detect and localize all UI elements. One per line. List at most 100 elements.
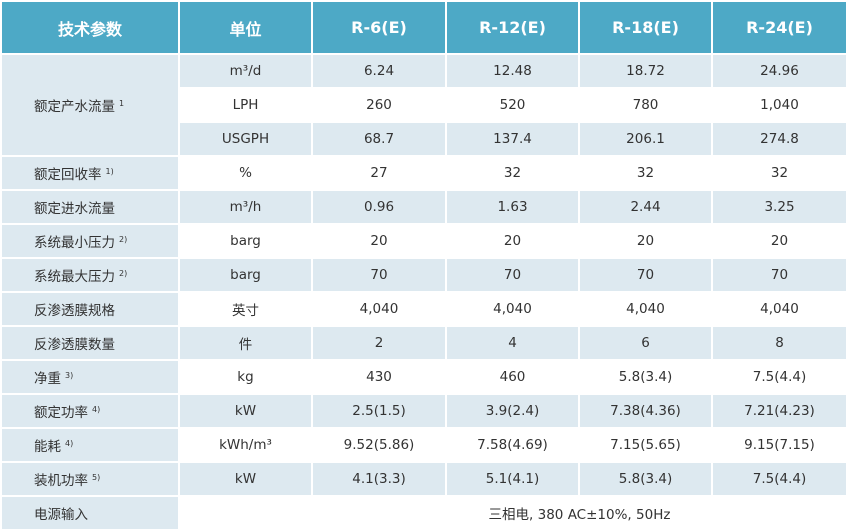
value-cell: 780 bbox=[580, 89, 711, 121]
value-cell: 24.96 bbox=[713, 55, 846, 87]
value-cell: 9.52(5.86) bbox=[313, 429, 445, 461]
header-cell: 单位 bbox=[180, 2, 311, 53]
param-label: 电源输入 bbox=[34, 507, 88, 523]
param-cell: 额定进水流量 bbox=[2, 191, 178, 223]
param-cell: 系统最小压力 2) bbox=[2, 225, 178, 257]
unit-cell: kWh/m³ bbox=[180, 429, 311, 461]
value-cell: 1.63 bbox=[447, 191, 578, 223]
value-cell: 70 bbox=[580, 259, 711, 291]
unit-cell: m³/h bbox=[180, 191, 311, 223]
table-row: 反渗透膜规格 英寸 4,040 4,040 4,040 4,040 bbox=[2, 293, 846, 325]
param-cell: 能耗 4) bbox=[2, 429, 178, 461]
footnote-mark: 1) bbox=[105, 167, 114, 176]
unit-cell: m³/d bbox=[180, 55, 311, 87]
param-label: 额定回收率 bbox=[34, 167, 102, 183]
table-row: 电源输入 三相电, 380 AC±10%, 50Hz bbox=[2, 497, 846, 529]
value-cell: 20 bbox=[313, 225, 445, 257]
value-cell: 12.48 bbox=[447, 55, 578, 87]
value-cell: 260 bbox=[313, 89, 445, 121]
param-cell: 反渗透膜规格 bbox=[2, 293, 178, 325]
value-cell: 70 bbox=[447, 259, 578, 291]
value-cell: 32 bbox=[447, 157, 578, 189]
param-cell: 额定回收率 1) bbox=[2, 157, 178, 189]
value-cell: 27 bbox=[313, 157, 445, 189]
table-row: 额定功率 4) kW 2.5(1.5) 3.9(2.4) 7.38(4.36) 7.21(4… bbox=[2, 395, 846, 427]
unit-cell: kW bbox=[180, 463, 311, 495]
param-label: 额定功率 bbox=[34, 405, 88, 421]
footnote-mark: 1 bbox=[119, 99, 125, 108]
param-cell: 额定产水流量 1 bbox=[2, 55, 178, 155]
param-cell: 净重 3) bbox=[2, 361, 178, 393]
unit-cell bbox=[180, 497, 311, 529]
footnote-mark: 4) bbox=[92, 405, 101, 414]
value-cell: 2.5(1.5) bbox=[313, 395, 445, 427]
value-cell: 8 bbox=[713, 327, 846, 359]
value-cell: 7.21(4.23) bbox=[713, 395, 846, 427]
param-label: 额定进水流量 bbox=[34, 201, 115, 217]
header-cell: 技术参数 bbox=[2, 2, 178, 53]
value-cell: 274.8 bbox=[713, 123, 846, 155]
value-cell: 1,040 bbox=[713, 89, 846, 121]
value-cell: 6.24 bbox=[313, 55, 445, 87]
unit-cell: % bbox=[180, 157, 311, 189]
unit-cell: 英寸 bbox=[180, 293, 311, 325]
value-cell: 430 bbox=[313, 361, 445, 393]
footnote-mark: 5) bbox=[92, 473, 101, 482]
param-cell: 装机功率 5) bbox=[2, 463, 178, 495]
value-cell: 20 bbox=[447, 225, 578, 257]
unit-cell: 件 bbox=[180, 327, 311, 359]
value-cell: 3.25 bbox=[713, 191, 846, 223]
header-cell: R-6(E) bbox=[313, 2, 445, 53]
value-cell: 68.7 bbox=[313, 123, 445, 155]
value-cell: 32 bbox=[713, 157, 846, 189]
value-cell: 206.1 bbox=[580, 123, 711, 155]
value-cell: 137.4 bbox=[447, 123, 578, 155]
table-row: 额定进水流量 m³/h 0.96 1.63 2.44 3.25 bbox=[2, 191, 846, 223]
table-row: USGPH 68.7 137.4 206.1 274.8 bbox=[2, 123, 846, 155]
unit-cell: barg bbox=[180, 225, 311, 257]
value-cell: 5.8(3.4) bbox=[580, 361, 711, 393]
table-row: 装机功率 5) kW 4.1(3.3) 5.1(4.1) 5.8(3.4) 7.5(4.4) bbox=[2, 463, 846, 495]
footnote-mark: 3) bbox=[65, 371, 74, 380]
header-row: 技术参数 单位 R-6(E) R-12(E) R-18(E) R-24(E) bbox=[2, 2, 846, 53]
value-cell: 32 bbox=[580, 157, 711, 189]
param-label: 额定产水流量 bbox=[34, 99, 115, 115]
param-label: 能耗 bbox=[34, 439, 61, 455]
value-cell: 70 bbox=[313, 259, 445, 291]
value-cell: 4,040 bbox=[713, 293, 846, 325]
value-cell: 4,040 bbox=[580, 293, 711, 325]
table-row: 系统最小压力 2) barg 20 20 20 20 bbox=[2, 225, 846, 257]
value-cell: 三相电, 380 AC±10%, 50Hz bbox=[313, 497, 846, 529]
table-row: 额定回收率 1)% 27 32 32 32 bbox=[2, 157, 846, 189]
value-cell: 6 bbox=[580, 327, 711, 359]
unit-cell: barg bbox=[180, 259, 311, 291]
param-label: 系统最大压力 bbox=[34, 269, 115, 285]
value-cell: 7.5(4.4) bbox=[713, 463, 846, 495]
value-cell: 7.38(4.36) bbox=[580, 395, 711, 427]
value-cell: 4,040 bbox=[313, 293, 445, 325]
value-cell: 20 bbox=[713, 225, 846, 257]
value-cell: 4.1(3.3) bbox=[313, 463, 445, 495]
footnote-mark: 4) bbox=[65, 439, 74, 448]
param-label: 装机功率 bbox=[34, 473, 88, 489]
value-cell: 0.96 bbox=[313, 191, 445, 223]
value-cell: 460 bbox=[447, 361, 578, 393]
param-label: 净重 bbox=[34, 371, 61, 387]
value-cell: 4,040 bbox=[447, 293, 578, 325]
param-label: 反渗透膜数量 bbox=[34, 337, 115, 353]
value-cell: 2 bbox=[313, 327, 445, 359]
param-cell: 电源输入 bbox=[2, 497, 178, 529]
table-row: 反渗透膜数量 件 2 4 6 8 bbox=[2, 327, 846, 359]
param-label: 反渗透膜规格 bbox=[34, 303, 115, 319]
value-cell: 7.58(4.69) bbox=[447, 429, 578, 461]
value-cell: 18.72 bbox=[580, 55, 711, 87]
param-cell: 反渗透膜数量 bbox=[2, 327, 178, 359]
value-cell: 4 bbox=[447, 327, 578, 359]
value-cell: 2.44 bbox=[580, 191, 711, 223]
value-cell: 9.15(7.15) bbox=[713, 429, 846, 461]
unit-cell: USGPH bbox=[180, 123, 311, 155]
header-cell: R-24(E) bbox=[713, 2, 846, 53]
value-cell: 7.5(4.4) bbox=[713, 361, 846, 393]
header-cell: R-18(E) bbox=[580, 2, 711, 53]
